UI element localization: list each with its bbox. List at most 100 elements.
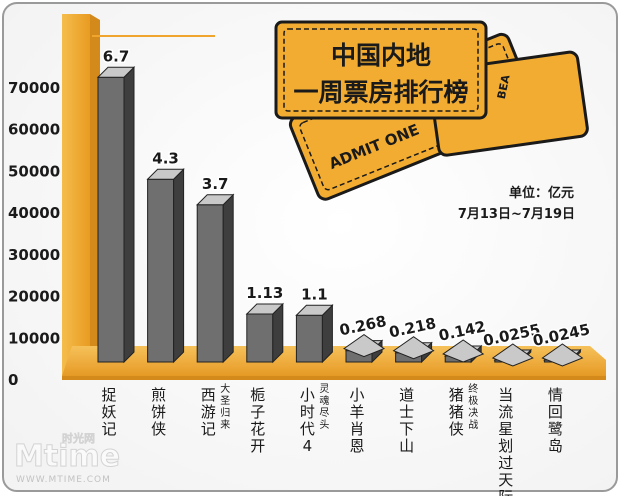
- bar: [295, 304, 334, 364]
- y-tick-label: 0: [8, 371, 18, 389]
- bar: [195, 193, 235, 364]
- category-char: 代: [300, 420, 315, 438]
- category-char: 山: [399, 437, 414, 455]
- category-char: 游: [201, 403, 216, 421]
- category-label: 当流星划过天际: [498, 386, 513, 496]
- category-char: 过: [498, 454, 513, 472]
- bar: [442, 339, 485, 364]
- y-tick-label: 10000: [8, 329, 60, 347]
- category-subtitle-char: 圣: [220, 395, 230, 407]
- category-char: 猪: [449, 403, 464, 421]
- category-char: 煎: [151, 386, 166, 404]
- bar-series: [96, 66, 584, 367]
- y-tick-label: 20000: [8, 288, 60, 306]
- category-subtitle-char: 决: [468, 407, 478, 419]
- bar-front: [147, 178, 175, 363]
- bar-top: [96, 66, 136, 78]
- category-char: 妖: [101, 403, 116, 421]
- bar-side: [222, 193, 234, 364]
- category-char: 记: [101, 420, 116, 438]
- bar: [392, 336, 435, 364]
- value-label: 1.1: [301, 285, 328, 303]
- ticket-bea-text: BEA: [495, 73, 513, 100]
- bar-front: [196, 204, 224, 363]
- bar-cap: [491, 343, 534, 367]
- bar-front: [97, 76, 125, 363]
- category-char: 岛: [548, 437, 563, 455]
- y-tick-label: 30000: [8, 246, 60, 264]
- category-subtitle-char: 归: [220, 406, 230, 419]
- category-char: 西: [201, 386, 216, 404]
- chart-title-line2: 一周票房排行榜: [293, 78, 468, 107]
- category-char: 栀: [250, 386, 265, 404]
- category-char: 当: [498, 386, 513, 404]
- category-label: 煎饼侠: [151, 386, 166, 438]
- category-char: 时: [300, 403, 315, 421]
- bar-front: [295, 314, 323, 363]
- watermark-brand: Mtime: [14, 439, 120, 474]
- category-label: 捉妖记: [101, 386, 116, 438]
- category-char: 肖: [349, 420, 364, 438]
- category-char: 小: [349, 386, 364, 404]
- category-char: 子: [250, 403, 265, 421]
- y-axis-ticks: 70000 60000 50000 40000 30000 20000 10000 0: [8, 79, 60, 389]
- category-subtitle-char: 极: [468, 394, 478, 407]
- bar: [96, 66, 136, 364]
- category-char: 记: [201, 420, 216, 438]
- date-range-label: 7月13日~7月19日: [458, 207, 575, 222]
- category-char: 羊: [349, 403, 364, 421]
- category-subtitle-char: 灵: [319, 383, 329, 395]
- bar-front: [246, 313, 274, 363]
- category-char: 星: [498, 420, 513, 438]
- bar-top: [245, 303, 285, 315]
- category-char: 划: [498, 437, 513, 455]
- category-char: 花: [250, 420, 265, 438]
- value-label: 3.7: [202, 175, 229, 193]
- bar-side: [123, 66, 135, 364]
- ticket-graphic: ADMIT ONE 70 BEA 中国内地 一周票房排行榜: [274, 20, 589, 201]
- category-char: 饼: [151, 403, 166, 421]
- bar-side: [173, 168, 185, 364]
- category-char: 鹭: [548, 420, 563, 438]
- category-char: 际: [498, 488, 513, 496]
- category-char: 恩: [349, 437, 364, 455]
- bar: [541, 343, 584, 367]
- y-tick-label: 70000: [8, 79, 60, 97]
- bar: [491, 343, 534, 367]
- bar-top: [146, 168, 185, 180]
- category-char: 下: [399, 420, 414, 438]
- y-tick-label: 60000: [8, 121, 60, 139]
- category-char: 情: [548, 386, 563, 404]
- y-axis-pillar: [62, 14, 90, 376]
- category-char: 侠: [449, 420, 464, 438]
- category-char: 天: [498, 471, 513, 489]
- bar-cap: [342, 333, 386, 358]
- category-subtitle-char: 尽: [319, 407, 329, 419]
- y-tick-label: 50000: [8, 162, 60, 180]
- unit-label: 单位：亿元: [509, 185, 574, 201]
- bar: [245, 302, 285, 364]
- watermark-cn: 时光网: [62, 431, 95, 445]
- category-subtitle-char: 魂: [319, 394, 329, 407]
- bar-cap: [442, 339, 485, 363]
- value-label: 6.7: [103, 47, 130, 65]
- chart-title-line1: 中国内地: [331, 41, 431, 70]
- bar-cap: [392, 336, 435, 360]
- mtime-watermark: Mtime 时光网 WWW.MTIME.COM: [14, 431, 121, 485]
- watermark-url: WWW.MTIME.COM: [16, 475, 111, 485]
- value-label: 1.13: [246, 284, 283, 302]
- category-char: 小: [300, 386, 315, 404]
- category-char: 捉: [101, 386, 116, 404]
- category-char: 流: [498, 403, 513, 421]
- category-char: 猪: [449, 386, 464, 404]
- bar: [146, 168, 185, 364]
- bar-top: [295, 304, 334, 316]
- category-subtitle-char: 大: [220, 382, 230, 395]
